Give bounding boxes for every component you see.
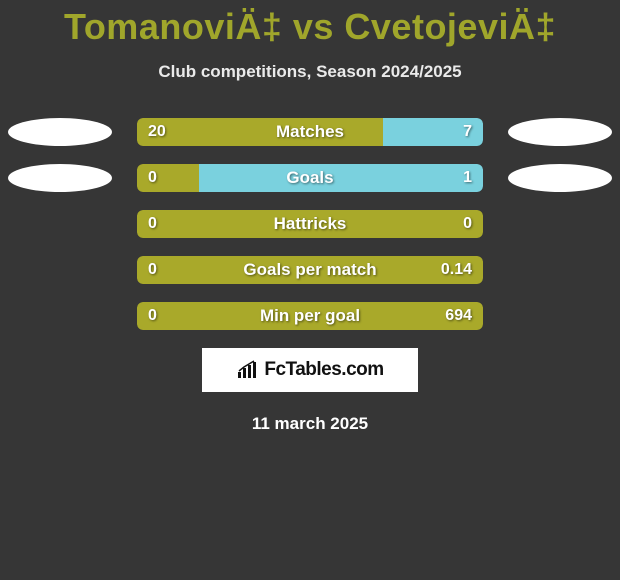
stat-row-min-per-goal: 0 Min per goal 694 [0,302,620,330]
site-name: FcTables.com [264,359,383,381]
page-title: TomanoviÄ‡ vs CvetojeviÄ‡ [0,0,620,48]
bar-left-segment [137,118,383,146]
bar-track [137,210,483,238]
stat-row-goals: 0 Goals 1 [0,164,620,192]
bar-right-segment [383,118,483,146]
stat-row-hattricks: 0 Hattricks 0 [0,210,620,238]
bar-track [137,302,483,330]
site-logo: FcTables.com [236,359,383,381]
player-left-avatar [8,118,112,146]
bar-solo-segment [137,210,483,238]
date-text: 11 march 2025 [0,414,620,434]
bar-track [137,164,483,192]
player-right-avatar [508,118,612,146]
stat-row-goals-per-match: 0 Goals per match 0.14 [0,256,620,284]
bar-solo-segment [137,302,483,330]
player-right-avatar [508,164,612,192]
player-left-avatar [8,164,112,192]
bar-right-segment [199,164,483,192]
bar-solo-segment [137,256,483,284]
site-logo-box: FcTables.com [202,348,418,392]
bar-left-segment [137,164,199,192]
stats-section: 20 Matches 7 0 Goals 1 0 Hattricks 0 0 G… [0,118,620,330]
bar-track [137,256,483,284]
page-subtitle: Club competitions, Season 2024/2025 [0,62,620,82]
bar-track [137,118,483,146]
chart-icon [236,360,260,380]
stat-row-matches: 20 Matches 7 [0,118,620,146]
